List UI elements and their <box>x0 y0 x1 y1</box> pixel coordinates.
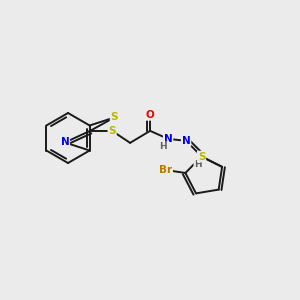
Text: N: N <box>61 137 69 148</box>
Text: S: S <box>111 112 118 122</box>
Text: S: S <box>108 126 116 136</box>
Text: O: O <box>146 110 154 120</box>
Text: N: N <box>182 136 190 146</box>
Text: H: H <box>159 142 167 152</box>
Text: H: H <box>194 160 202 169</box>
Text: Br: Br <box>159 165 172 175</box>
Text: N: N <box>164 134 172 144</box>
Text: S: S <box>198 152 205 162</box>
